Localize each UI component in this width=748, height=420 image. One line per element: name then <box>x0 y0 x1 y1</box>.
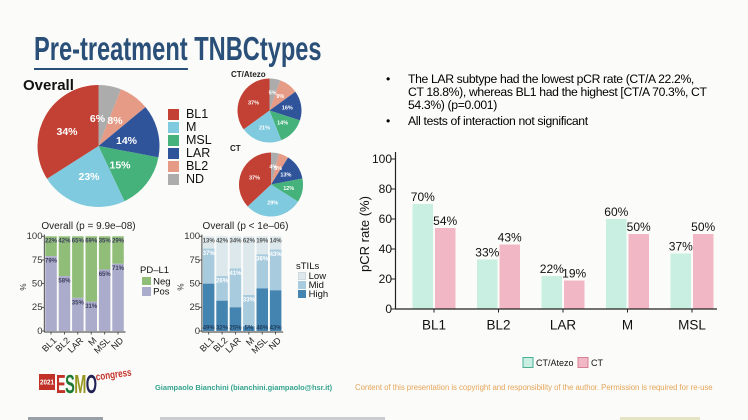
svg-text:80: 80 <box>379 182 393 196</box>
svg-text:37%: 37% <box>203 251 216 257</box>
svg-text:20: 20 <box>379 272 393 286</box>
svg-text:13%: 13% <box>280 172 291 178</box>
svg-text:32%: 32% <box>216 326 229 332</box>
svg-text:37%: 37% <box>249 175 260 181</box>
svg-text:100: 100 <box>372 152 392 166</box>
svg-text:62%: 62% <box>243 239 256 245</box>
svg-text:9%: 9% <box>276 94 284 100</box>
svg-text:14%: 14% <box>270 239 283 245</box>
svg-text:50: 50 <box>190 278 201 289</box>
svg-text:14%: 14% <box>277 121 288 127</box>
svg-text:54%: 54% <box>433 214 457 228</box>
svg-text:CT: CT <box>591 358 603 368</box>
svg-text:14%: 14% <box>116 135 138 147</box>
svg-text:ND: ND <box>267 335 284 352</box>
svg-text:LAR: LAR <box>66 335 86 355</box>
svg-text:34%: 34% <box>56 126 78 138</box>
svg-text:BL2: BL2 <box>486 318 510 333</box>
svg-text:43%: 43% <box>270 252 283 258</box>
svg-text:13%: 13% <box>203 239 216 245</box>
svg-text:71%: 71% <box>112 266 125 272</box>
svg-text:19%: 19% <box>256 239 269 245</box>
svg-text:%: % <box>19 283 28 290</box>
svg-text:46%: 46% <box>256 326 269 332</box>
svg-text:22%: 22% <box>540 262 564 276</box>
svg-text:43%: 43% <box>270 326 283 332</box>
svg-text:50%: 50% <box>691 220 715 234</box>
svg-text:35%: 35% <box>99 239 112 245</box>
svg-text:65%: 65% <box>72 239 85 245</box>
svg-text:29%: 29% <box>112 239 125 245</box>
svg-text:MSL: MSL <box>678 318 706 333</box>
svg-text:65%: 65% <box>99 272 112 278</box>
svg-text:33%: 33% <box>243 297 256 303</box>
svg-text:ESMO: ESMO <box>56 371 97 399</box>
svg-text:0: 0 <box>385 302 392 316</box>
svg-text:41%: 41% <box>229 271 242 277</box>
svg-text:35%: 35% <box>72 300 85 306</box>
svg-text:M: M <box>622 318 633 333</box>
svg-text:12%: 12% <box>283 186 294 192</box>
svg-text:CT/Atezo: CT/Atezo <box>536 358 574 368</box>
svg-text:22%: 22% <box>45 239 58 245</box>
svg-text:69%: 69% <box>85 239 98 245</box>
svg-text:ND: ND <box>109 335 126 352</box>
svg-text:Overall (p = 9.9e–08): Overall (p = 9.9e–08) <box>41 221 135 232</box>
svg-text:16%: 16% <box>282 106 293 112</box>
svg-text:75: 75 <box>32 255 43 266</box>
svg-text:4%: 4% <box>269 165 277 171</box>
svg-text:6%: 6% <box>90 113 106 125</box>
svg-text:26%: 26% <box>216 278 229 284</box>
svg-text:50%: 50% <box>627 220 651 234</box>
svg-text:19%: 19% <box>562 267 586 281</box>
svg-text:79%: 79% <box>45 259 58 265</box>
svg-text:15%: 15% <box>109 160 131 172</box>
svg-text:50: 50 <box>32 278 43 289</box>
svg-text:60%: 60% <box>604 205 628 219</box>
svg-text:100: 100 <box>184 231 200 242</box>
svg-text:70%: 70% <box>411 190 435 204</box>
svg-text:LAR: LAR <box>550 318 577 333</box>
svg-text:LAR: LAR <box>223 335 243 355</box>
svg-text:37%: 37% <box>248 100 259 106</box>
svg-text:60: 60 <box>379 212 393 226</box>
svg-text:0: 0 <box>37 326 42 337</box>
svg-text:42%: 42% <box>58 239 71 245</box>
svg-text:5%: 5% <box>274 166 282 172</box>
svg-text:pCR rate (%): pCR rate (%) <box>357 196 372 272</box>
svg-text:0: 0 <box>195 326 200 337</box>
svg-text:5%: 5% <box>269 91 277 97</box>
svg-text:37%: 37% <box>669 240 693 254</box>
svg-text:100: 100 <box>27 231 43 242</box>
svg-text:25: 25 <box>32 302 43 313</box>
svg-text:5%: 5% <box>245 326 254 332</box>
svg-text:36%: 36% <box>256 257 269 263</box>
svg-text:75: 75 <box>190 255 201 266</box>
svg-text:25%: 25% <box>229 326 242 332</box>
svg-text:%: % <box>177 283 186 290</box>
svg-text:8%: 8% <box>107 115 123 127</box>
svg-text:congress: congress <box>95 367 132 384</box>
svg-text:29%: 29% <box>267 200 278 206</box>
svg-text:34%: 34% <box>229 239 242 245</box>
svg-text:49%: 49% <box>203 326 216 332</box>
svg-text:BL1: BL1 <box>422 318 446 333</box>
svg-text:Overall (p < 1e–06): Overall (p < 1e–06) <box>203 221 289 232</box>
svg-text:40: 40 <box>379 242 393 256</box>
svg-text:21%: 21% <box>259 126 270 132</box>
svg-text:33%: 33% <box>475 246 499 260</box>
svg-text:23%: 23% <box>78 171 100 183</box>
svg-text:25: 25 <box>190 302 201 313</box>
svg-text:43%: 43% <box>498 231 522 245</box>
svg-text:42%: 42% <box>216 239 229 245</box>
svg-text:2021: 2021 <box>40 378 54 387</box>
svg-text:31%: 31% <box>85 304 98 310</box>
svg-text:58%: 58% <box>58 278 71 284</box>
